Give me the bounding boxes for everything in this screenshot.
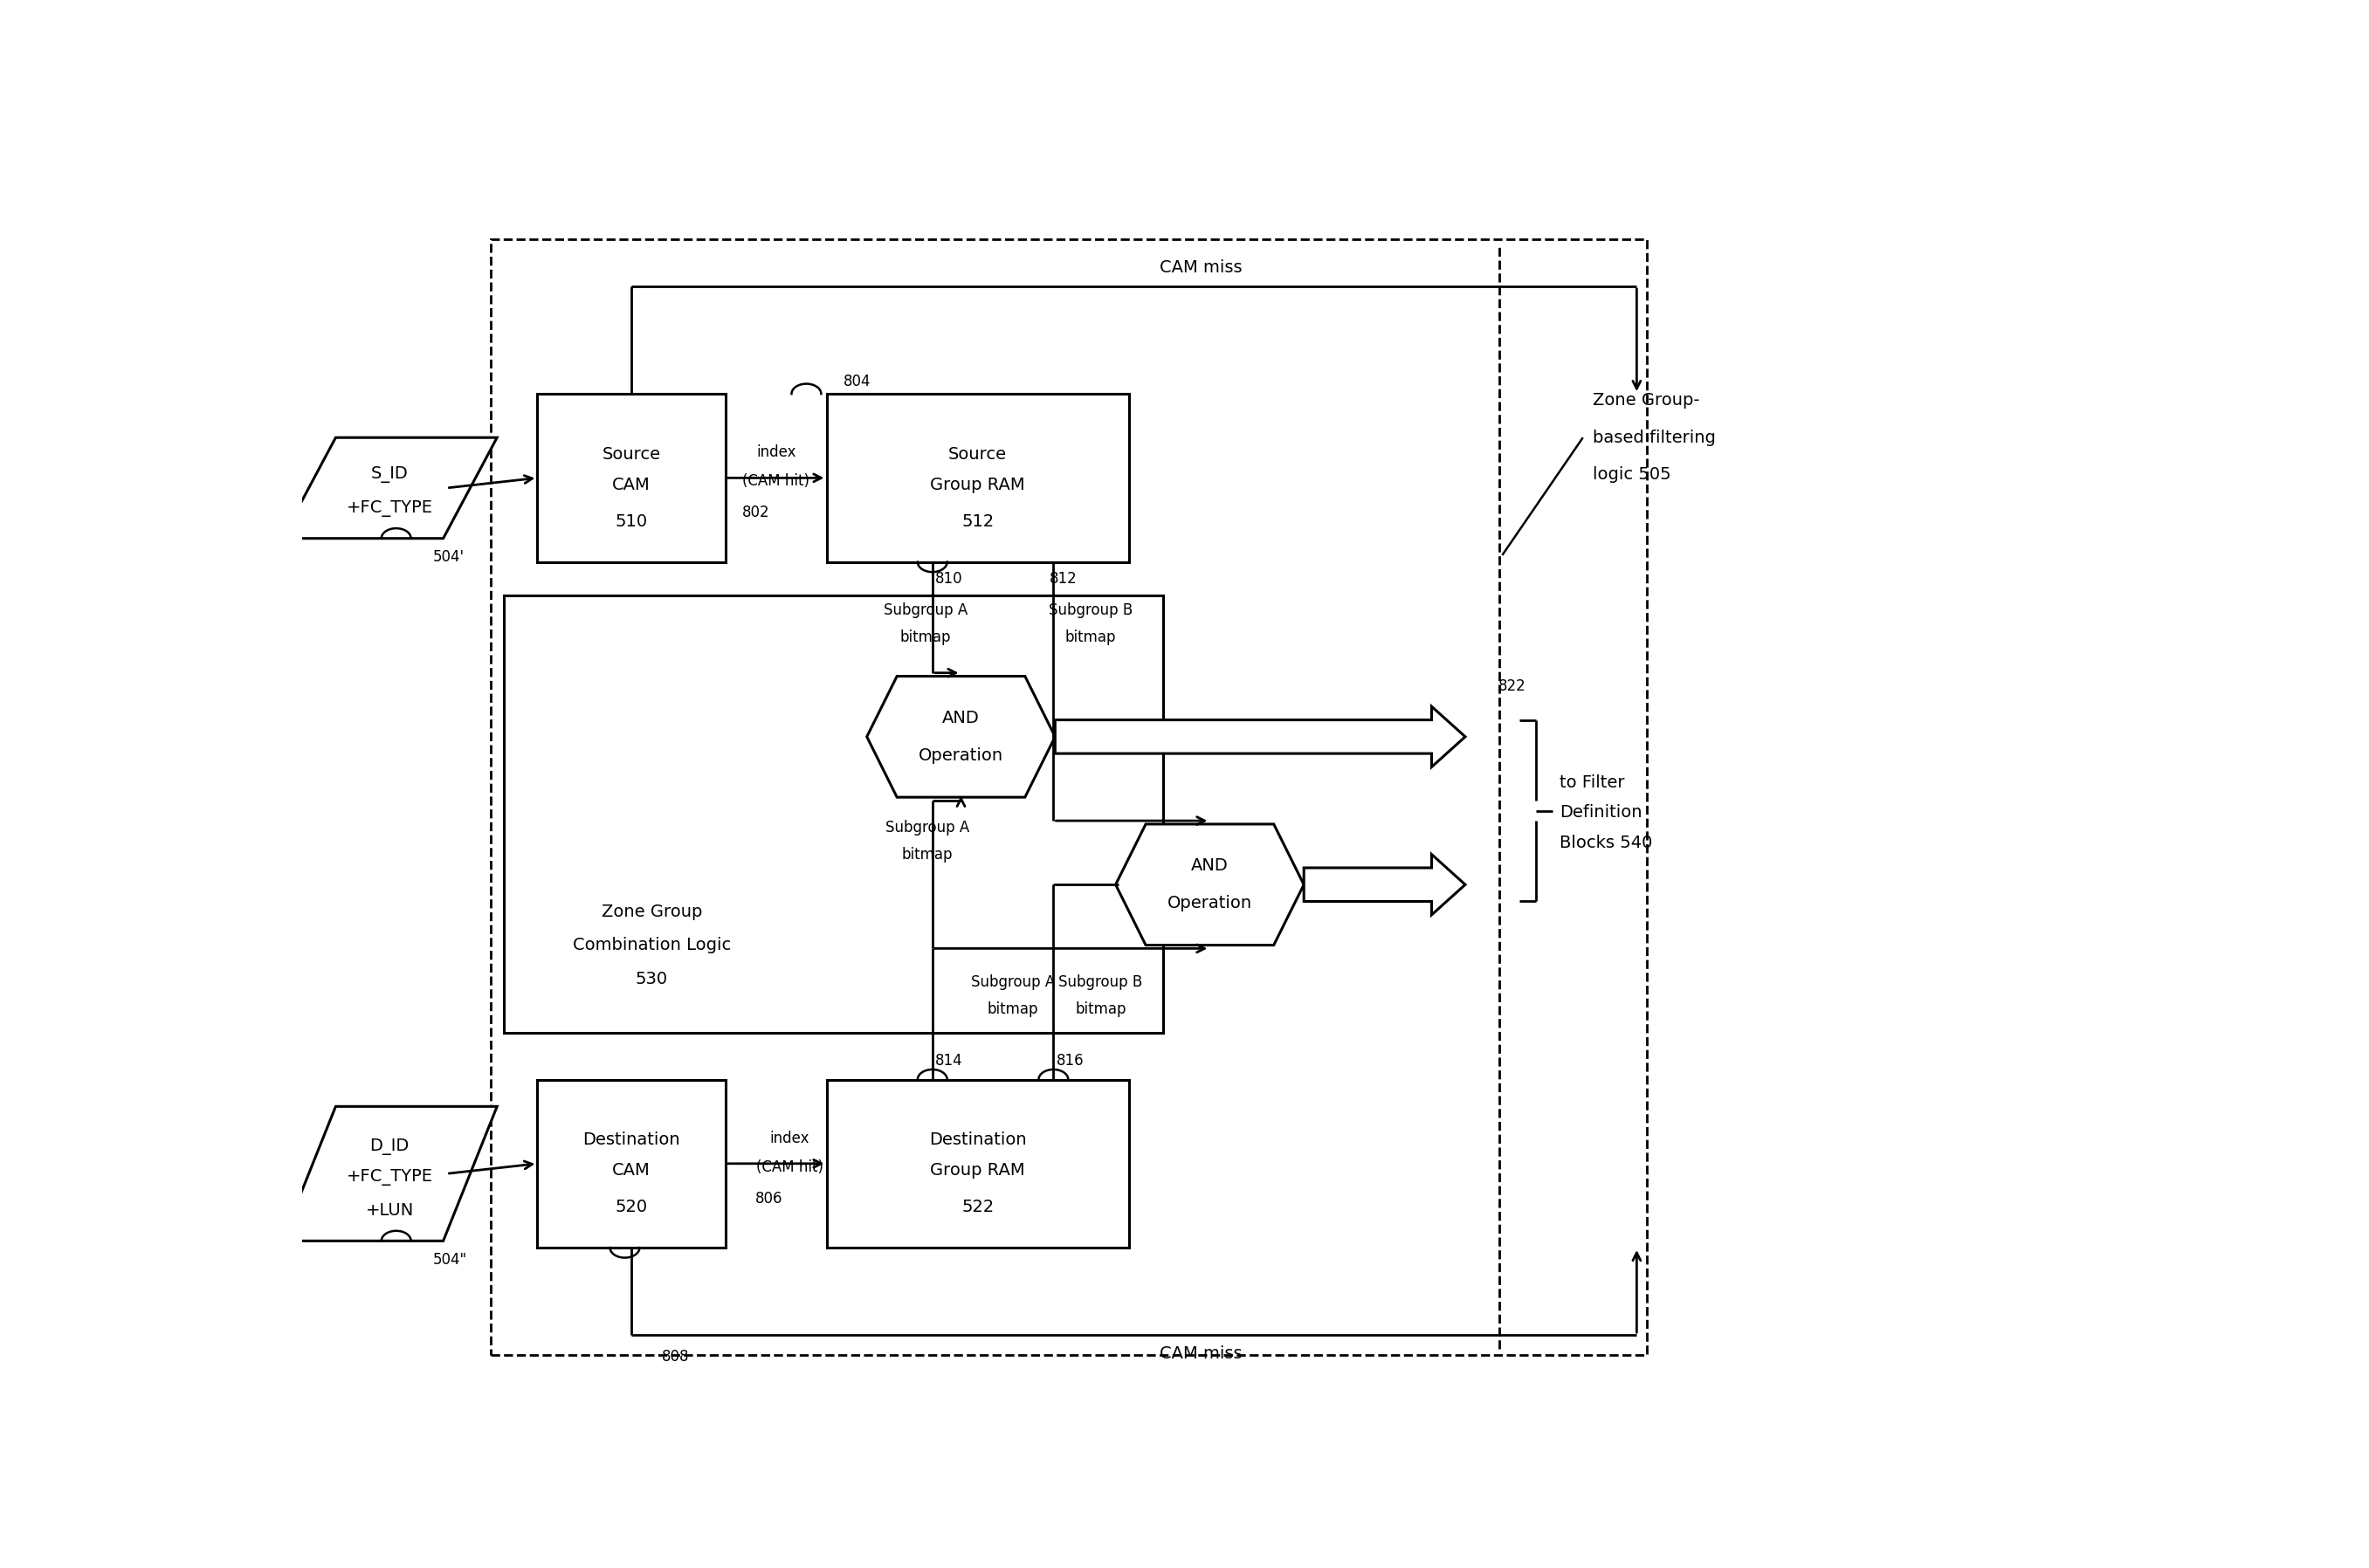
Text: Operation: Operation	[919, 748, 1004, 764]
FancyBboxPatch shape	[827, 394, 1130, 561]
Text: +LUN: +LUN	[365, 1203, 415, 1218]
Text: (CAM hit): (CAM hit)	[756, 1159, 822, 1174]
Text: 814: 814	[936, 1052, 964, 1069]
Text: (CAM hit): (CAM hit)	[741, 474, 810, 489]
Text: Combination Logic: Combination Logic	[573, 936, 730, 953]
Text: CAM miss: CAM miss	[1161, 1345, 1244, 1363]
Text: to Filter: to Filter	[1559, 775, 1625, 790]
Text: 810: 810	[936, 571, 964, 586]
Text: based filtering: based filtering	[1592, 430, 1715, 445]
Text: bitmap: bitmap	[900, 629, 952, 644]
Polygon shape	[867, 676, 1054, 797]
Text: 504": 504"	[434, 1251, 467, 1267]
Text: bitmap: bitmap	[1064, 629, 1116, 644]
Text: Subgroup A: Subgroup A	[886, 820, 969, 836]
Text: +FC_TYPE: +FC_TYPE	[346, 1168, 434, 1185]
Text: logic 505: logic 505	[1592, 466, 1670, 483]
Text: bitmap: bitmap	[1076, 1000, 1125, 1016]
Text: 504': 504'	[434, 549, 464, 564]
Text: Subgroup B: Subgroup B	[1059, 974, 1142, 989]
Text: Subgroup B: Subgroup B	[1049, 602, 1132, 618]
Text: 520: 520	[616, 1200, 647, 1215]
Text: Subgroup A: Subgroup A	[884, 602, 967, 618]
Text: 822: 822	[1500, 679, 1526, 695]
FancyBboxPatch shape	[505, 596, 1163, 1032]
Text: Zone Group-: Zone Group-	[1592, 392, 1701, 409]
FancyBboxPatch shape	[538, 1079, 725, 1248]
Polygon shape	[1116, 825, 1303, 946]
FancyBboxPatch shape	[538, 394, 725, 561]
FancyArrow shape	[1054, 707, 1466, 767]
Polygon shape	[282, 1107, 497, 1240]
Text: CAM: CAM	[614, 1162, 651, 1179]
Text: AND: AND	[1192, 858, 1230, 873]
Text: AND: AND	[943, 710, 981, 726]
Polygon shape	[282, 437, 497, 538]
Text: 806: 806	[756, 1190, 784, 1206]
Text: 530: 530	[635, 971, 668, 986]
Text: Zone Group: Zone Group	[602, 903, 701, 920]
Text: Blocks 540: Blocks 540	[1559, 834, 1651, 851]
Text: Subgroup A: Subgroup A	[971, 974, 1054, 989]
Text: 804: 804	[843, 373, 872, 389]
Text: Source: Source	[602, 445, 661, 463]
Text: 512: 512	[962, 513, 995, 530]
Text: index: index	[756, 444, 796, 461]
FancyArrow shape	[1303, 855, 1466, 914]
Text: Group RAM: Group RAM	[931, 477, 1026, 492]
Text: 522: 522	[962, 1200, 995, 1215]
Text: +FC_TYPE: +FC_TYPE	[346, 500, 434, 516]
Text: Operation: Operation	[1168, 895, 1253, 911]
Text: CAM: CAM	[614, 477, 651, 492]
Text: Destination: Destination	[929, 1132, 1026, 1148]
Text: Destination: Destination	[583, 1132, 680, 1148]
Text: 812: 812	[1049, 571, 1078, 586]
Text: Group RAM: Group RAM	[931, 1162, 1026, 1179]
Text: CAM miss: CAM miss	[1161, 259, 1244, 276]
Text: index: index	[770, 1131, 810, 1146]
Text: D_ID: D_ID	[370, 1138, 410, 1156]
Text: 510: 510	[616, 513, 647, 530]
Text: Definition: Definition	[1559, 804, 1642, 820]
Text: 816: 816	[1057, 1052, 1085, 1069]
Text: S_ID: S_ID	[372, 466, 407, 483]
Text: 808: 808	[661, 1348, 689, 1364]
Text: 802: 802	[741, 505, 770, 521]
FancyBboxPatch shape	[827, 1079, 1130, 1248]
Text: bitmap: bitmap	[988, 1000, 1038, 1016]
Text: bitmap: bitmap	[903, 847, 952, 862]
Text: Source: Source	[948, 445, 1007, 463]
